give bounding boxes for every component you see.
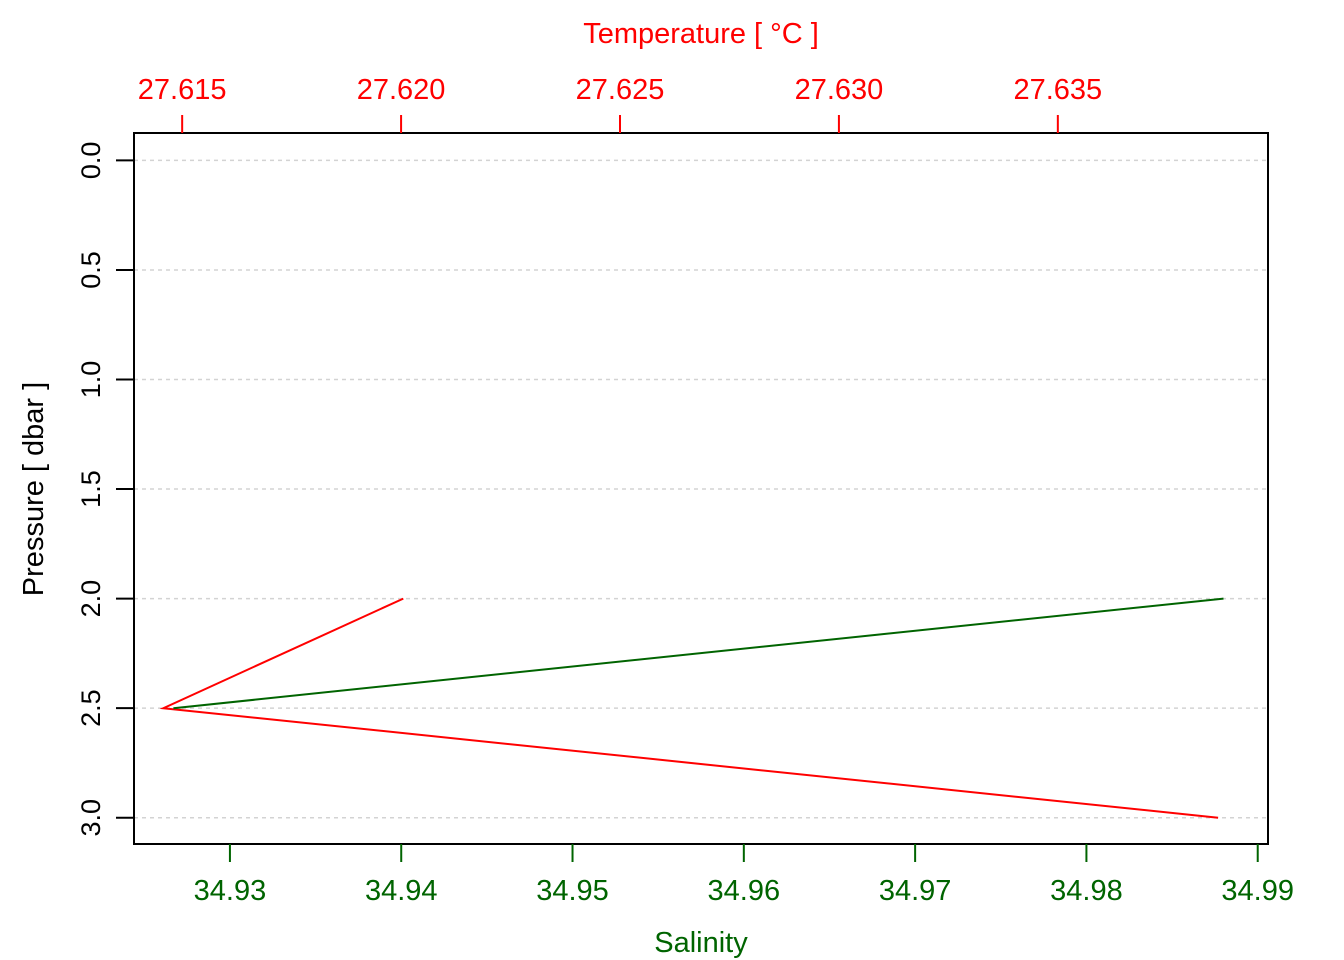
pressure-tick-label: 0.5 [76, 251, 106, 289]
temperature-axis-title: Temperature [ °C ] [583, 18, 819, 50]
temperature-axis: 27.615 27.620 27.625 27.630 27.635 [138, 74, 1102, 133]
salinity-tick-label: 34.96 [708, 875, 781, 907]
pressure-tick-label: 2.5 [76, 689, 106, 727]
temperature-tick-label: 27.635 [1013, 74, 1102, 106]
data-series [159, 597, 1224, 819]
temperature-tick-label: 27.620 [357, 74, 446, 106]
salinity-axis-title: Salinity [654, 927, 748, 959]
pressure-tick-label: 0.0 [76, 142, 106, 180]
salinity-tick-label: 34.98 [1050, 875, 1123, 907]
temperature-tick-label: 27.630 [795, 74, 884, 106]
salinity-tick-label: 34.99 [1221, 875, 1294, 907]
temperature-tick-label: 27.625 [576, 74, 665, 106]
pressure-tick-label: 2.0 [76, 580, 106, 618]
temperature-series-line [159, 597, 1219, 819]
pressure-axis: 0.0 0.5 1.0 1.5 2.0 2.5 3.0 [76, 142, 134, 837]
temperature-tick-label: 27.615 [138, 74, 227, 106]
pressure-tick-label: 3.0 [76, 799, 106, 837]
pressure-tick-label: 1.5 [76, 470, 106, 508]
pressure-axis-title: Pressure [ dbar ] [18, 382, 50, 596]
grid-lines [134, 159, 1268, 819]
salinity-tick-label: 34.93 [194, 875, 267, 907]
pressure-tick-label: 1.0 [76, 361, 106, 399]
salinity-tick-label: 34.95 [536, 875, 609, 907]
salinity-series-line [173, 597, 1224, 710]
salinity-tick-label: 34.94 [365, 875, 438, 907]
salinity-tick-label: 34.97 [879, 875, 952, 907]
salinity-axis: 34.93 34.94 34.95 34.96 34.97 34.98 34.99 [194, 844, 1294, 907]
